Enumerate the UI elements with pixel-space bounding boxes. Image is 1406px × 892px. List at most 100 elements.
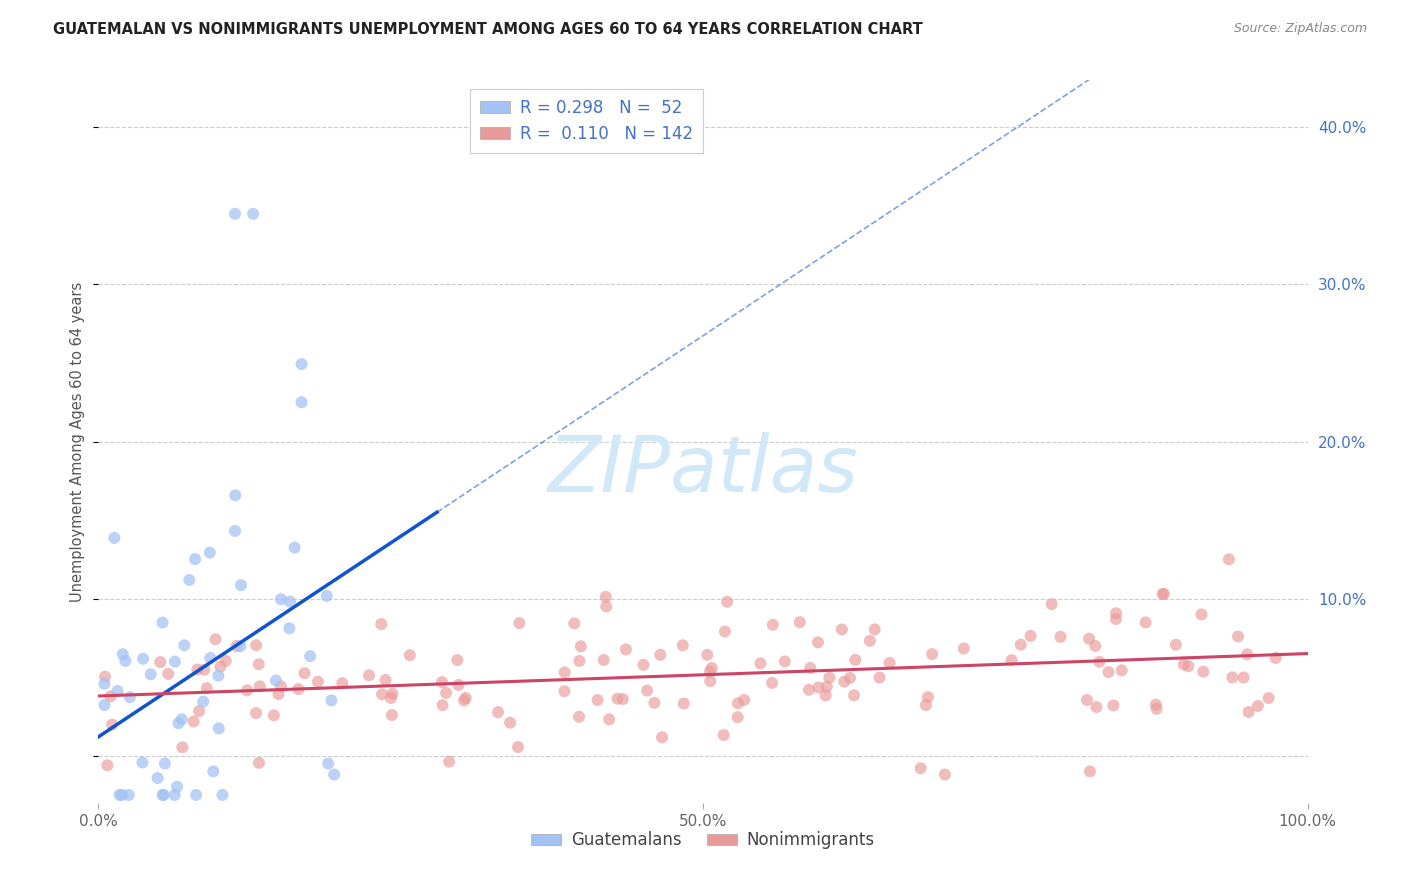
Point bbox=[1236, 648, 1258, 662]
Point bbox=[114, 654, 136, 668]
Point bbox=[399, 648, 422, 663]
Point bbox=[131, 756, 153, 770]
Point bbox=[167, 716, 190, 731]
Point bbox=[595, 590, 617, 604]
Point bbox=[278, 621, 301, 635]
Point bbox=[183, 714, 205, 729]
Point bbox=[215, 654, 238, 668]
Point bbox=[562, 616, 585, 631]
Point bbox=[193, 695, 215, 709]
Point bbox=[699, 665, 721, 679]
Point bbox=[915, 698, 938, 712]
Point bbox=[508, 616, 530, 631]
Point bbox=[370, 617, 392, 632]
Point bbox=[606, 691, 628, 706]
Point bbox=[1144, 698, 1167, 712]
Point bbox=[879, 656, 901, 670]
Point bbox=[699, 674, 721, 689]
Point bbox=[186, 788, 208, 802]
Point bbox=[844, 653, 866, 667]
Point bbox=[163, 655, 186, 669]
Point bbox=[1078, 632, 1101, 646]
Point bbox=[815, 680, 838, 694]
Point bbox=[446, 653, 468, 667]
Point bbox=[569, 640, 592, 654]
Point bbox=[633, 657, 655, 672]
Point bbox=[1000, 653, 1022, 667]
Point bbox=[101, 717, 124, 731]
Point bbox=[789, 615, 811, 630]
Point bbox=[430, 675, 453, 690]
Point bbox=[1088, 655, 1111, 669]
Point bbox=[1264, 651, 1286, 665]
Point bbox=[267, 687, 290, 701]
Point bbox=[163, 788, 186, 802]
Point bbox=[224, 524, 246, 538]
Point bbox=[434, 686, 457, 700]
Point bbox=[814, 689, 837, 703]
Point bbox=[1237, 705, 1260, 719]
Point bbox=[1153, 587, 1175, 601]
Point bbox=[242, 207, 264, 221]
Point bbox=[773, 655, 796, 669]
Point bbox=[842, 688, 865, 702]
Point bbox=[807, 681, 830, 695]
Point bbox=[321, 693, 343, 707]
Point bbox=[454, 690, 477, 705]
Point bbox=[264, 673, 287, 688]
Point bbox=[716, 595, 738, 609]
Point bbox=[207, 668, 229, 682]
Point bbox=[1192, 665, 1215, 679]
Point bbox=[553, 684, 575, 698]
Point bbox=[247, 756, 270, 770]
Point bbox=[152, 788, 174, 802]
Point bbox=[1049, 630, 1071, 644]
Legend: Guatemalans, Nonimmigrants: Guatemalans, Nonimmigrants bbox=[524, 824, 882, 856]
Point bbox=[170, 712, 193, 726]
Point bbox=[614, 642, 637, 657]
Point bbox=[1227, 630, 1250, 644]
Point bbox=[270, 592, 292, 607]
Point bbox=[173, 638, 195, 652]
Point bbox=[586, 693, 609, 707]
Point bbox=[96, 758, 118, 772]
Point bbox=[229, 578, 252, 592]
Point bbox=[799, 661, 821, 675]
Point bbox=[94, 670, 117, 684]
Point bbox=[700, 661, 723, 675]
Point bbox=[245, 638, 267, 652]
Point bbox=[650, 648, 672, 662]
Point bbox=[208, 722, 231, 736]
Point bbox=[592, 653, 614, 667]
Point bbox=[696, 648, 718, 662]
Point bbox=[323, 767, 346, 781]
Point bbox=[200, 651, 222, 665]
Point bbox=[807, 635, 830, 649]
Point bbox=[1084, 639, 1107, 653]
Point bbox=[1247, 698, 1270, 713]
Point bbox=[598, 712, 620, 726]
Point bbox=[224, 207, 246, 221]
Y-axis label: Unemployment Among Ages 60 to 64 years: Unemployment Among Ages 60 to 64 years bbox=[70, 281, 86, 602]
Point bbox=[307, 674, 329, 689]
Point bbox=[749, 657, 772, 671]
Point bbox=[179, 573, 201, 587]
Point bbox=[1220, 670, 1243, 684]
Point bbox=[1111, 664, 1133, 678]
Point bbox=[839, 671, 862, 685]
Point bbox=[152, 615, 174, 630]
Point bbox=[714, 624, 737, 639]
Point bbox=[797, 682, 820, 697]
Point bbox=[1097, 665, 1119, 679]
Point bbox=[263, 708, 285, 723]
Point bbox=[1040, 597, 1063, 611]
Point bbox=[1076, 693, 1098, 707]
Point bbox=[108, 788, 131, 802]
Point bbox=[93, 698, 115, 712]
Point bbox=[863, 623, 886, 637]
Point bbox=[229, 639, 252, 653]
Point bbox=[636, 683, 658, 698]
Point bbox=[1152, 587, 1174, 601]
Point bbox=[278, 595, 301, 609]
Point bbox=[315, 589, 337, 603]
